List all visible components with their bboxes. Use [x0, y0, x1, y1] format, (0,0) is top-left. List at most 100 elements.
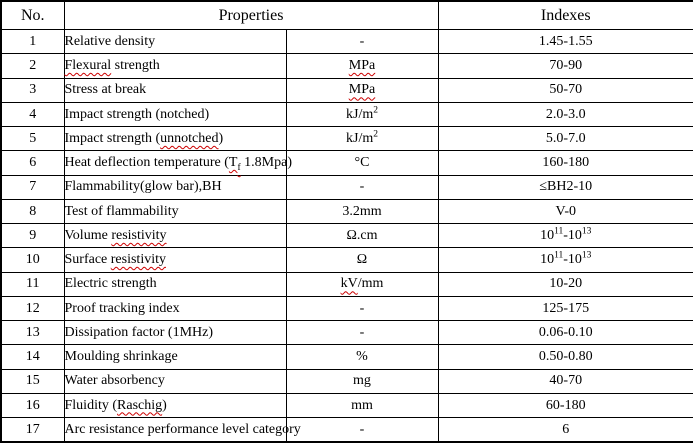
property-name: Moulding shrinkage	[63, 344, 287, 370]
text-segment: unnotched	[160, 130, 219, 146]
text-segment: mg	[353, 373, 371, 389]
property-unit: MPa	[285, 77, 439, 103]
property-unit: Ω	[285, 247, 439, 273]
header-row: No. Properties Indexes	[0, 0, 693, 30]
text-segment: T	[228, 155, 238, 171]
text-segment: -	[359, 179, 365, 195]
text-segment: 0.50-0.80	[538, 349, 593, 365]
text-segment: Electric strength	[64, 276, 157, 292]
property-name: Flexural strength	[63, 53, 287, 79]
row-number: 15	[0, 368, 65, 394]
property-name: Dissipation factor (1MHz)	[63, 319, 287, 346]
row-number: 7	[0, 174, 65, 200]
text-segment: 1.45-1.55	[538, 33, 593, 49]
table-row: 11 Electric strength kV/mm 10-20	[0, 271, 693, 297]
table-row: 17 Arc resistance performance level cate…	[0, 417, 693, 443]
property-unit: mm	[285, 392, 439, 419]
property-unit: -	[285, 417, 439, 443]
text-segment: 60-180	[545, 397, 586, 413]
text-segment: -	[359, 300, 365, 316]
text-segment: kV	[340, 276, 358, 292]
property-unit: kV/mm	[285, 271, 439, 297]
table-row: 3 Stress at break MPa 50-70	[0, 77, 693, 103]
text-segment: Raschig	[117, 397, 163, 413]
property-name: Relative density	[63, 28, 287, 55]
index-value: 1.45-1.55	[437, 28, 693, 55]
text-segment: 125-175	[542, 300, 590, 316]
text-segment: /mm	[357, 276, 384, 292]
index-value: 160-180	[437, 150, 693, 176]
text-segment: 3.2mm	[342, 203, 382, 219]
text-segment: 11	[554, 250, 564, 261]
index-value: 0.50-0.80	[437, 344, 693, 370]
table-row: 12 Proof tracking index - 125-175	[0, 295, 693, 322]
row-number: 13	[0, 319, 65, 346]
property-name: Test of flammability	[63, 198, 287, 225]
property-name: Volume resistivity	[63, 222, 287, 249]
text-segment: Test of flammability	[64, 203, 179, 219]
text-segment: 11	[554, 226, 564, 237]
text-segment: 5.0-7.0	[545, 130, 586, 146]
table-row: 2 Flexural strength MPa 70-90	[0, 53, 693, 79]
row-number: 5	[0, 125, 65, 152]
property-name: Arc resistance performance level categor…	[63, 417, 301, 443]
property-unit: °C	[285, 150, 439, 176]
index-value: V-0	[437, 198, 693, 225]
text-segment: Proof tracking index	[64, 300, 180, 316]
text-segment: -	[359, 324, 365, 340]
text-segment: 13	[581, 226, 592, 237]
text-segment: Relative density	[64, 33, 156, 49]
text-segment: kJ/m	[346, 130, 374, 146]
text-segment: strength	[111, 58, 160, 74]
table-row: 6 Heat deflection temperature (Tf 1.8Mpa…	[0, 150, 693, 176]
text-segment: Moulding shrinkage	[64, 349, 178, 365]
property-unit: kJ/m2	[285, 101, 439, 128]
table-row: 14 Moulding shrinkage % 0.50-0.80	[0, 344, 693, 370]
table-row: 13 Dissipation factor (1MHz) - 0.06-0.10	[0, 319, 693, 346]
property-unit: -	[285, 28, 439, 55]
property-name: Impact strength (unnotched)	[63, 125, 287, 152]
text-segment: 2	[373, 129, 378, 140]
table-row: 15 Water absorbency mg 40-70	[0, 368, 693, 394]
text-segment: f	[237, 162, 241, 173]
index-value: ≤BH2-10	[437, 174, 693, 200]
row-number: 11	[0, 271, 65, 297]
text-segment: kJ/m	[346, 106, 374, 122]
text-segment: MPa	[348, 58, 376, 74]
index-value: 40-70	[437, 368, 693, 394]
index-value: 1011-1013	[437, 222, 693, 249]
text-segment: resistivity	[110, 252, 166, 268]
text-segment: mm	[351, 397, 373, 413]
text-segment: Impact strength (	[64, 130, 161, 146]
text-segment: 50-70	[549, 82, 583, 98]
text-segment: Impact strength (notched)	[64, 106, 210, 122]
row-number: 16	[0, 392, 65, 419]
text-segment: 40-70	[549, 373, 583, 389]
row-number: 9	[0, 222, 65, 249]
text-segment: Arc resistance performance level categor…	[64, 421, 301, 437]
text-segment: °C	[354, 155, 370, 171]
text-segment: Ω.cm	[346, 227, 378, 243]
row-number: 3	[0, 77, 65, 103]
property-name: Water absorbency	[63, 368, 287, 394]
table-row: 9 Volume resistivity Ω.cm 1011-1013	[0, 222, 693, 249]
property-name: Electric strength	[63, 271, 287, 297]
text-segment: Surface	[64, 252, 111, 268]
text-segment: 10	[540, 252, 555, 268]
index-value: 2.0-3.0	[437, 101, 693, 128]
property-unit: mg	[285, 368, 439, 394]
text-segment: Fluidity (	[64, 397, 118, 413]
text-segment: 0.06-0.10	[538, 324, 593, 340]
table-row: 10 Surface resistivity Ω 1011-1013	[0, 247, 693, 273]
table-row: 8 Test of flammability 3.2mm V-0	[0, 198, 693, 225]
property-name: Heat deflection temperature (Tf 1.8Mpa)	[63, 150, 292, 176]
index-value: 70-90	[437, 53, 693, 79]
property-name: Impact strength (notched)	[63, 101, 287, 128]
text-segment: -10	[563, 252, 582, 268]
text-segment: Ω	[356, 252, 368, 268]
text-segment: 2.0-3.0	[545, 106, 586, 122]
row-number: 2	[0, 53, 65, 79]
header-indexes: Indexes	[437, 0, 693, 30]
